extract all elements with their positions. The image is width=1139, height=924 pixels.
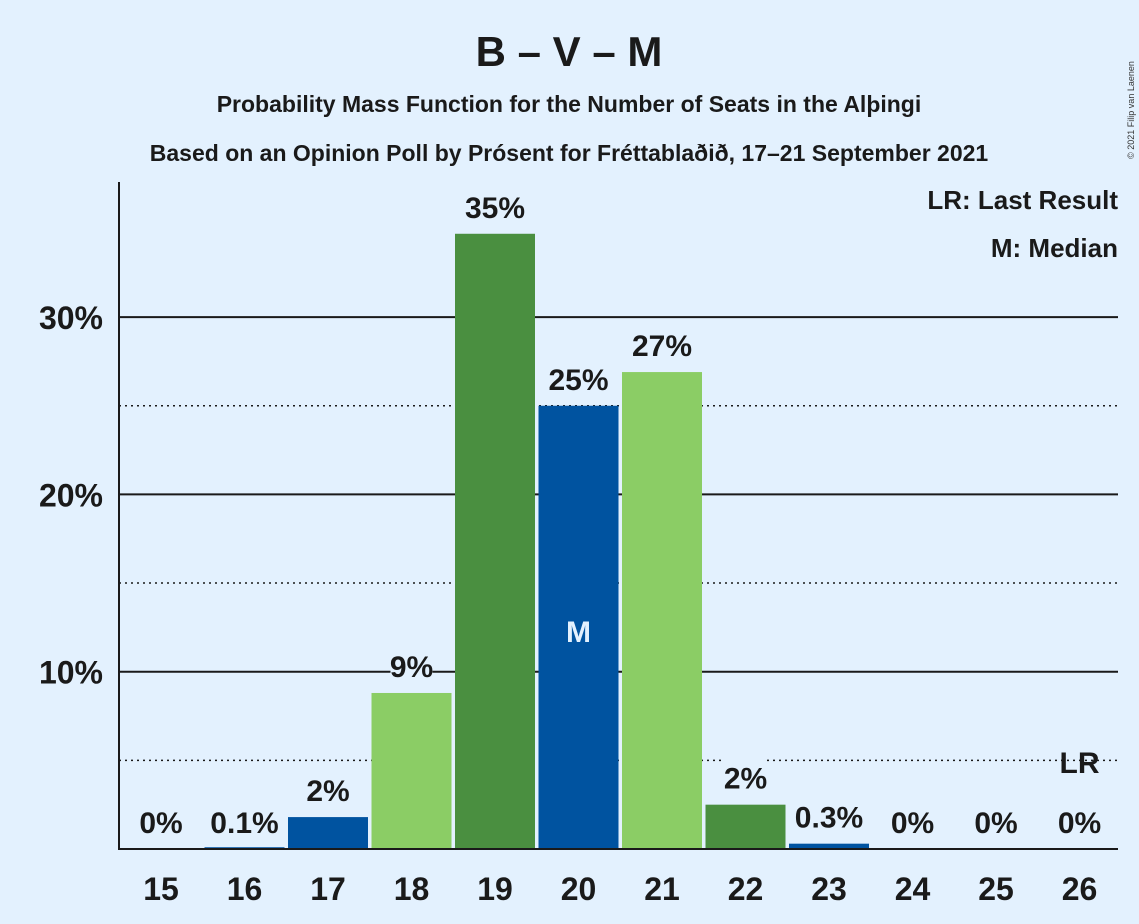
value-label-bg-26 xyxy=(1058,803,1101,841)
value-label-24: 0% xyxy=(891,807,934,840)
value-label-16: 0.1% xyxy=(210,807,278,840)
x-tick-label-25: 25 xyxy=(978,871,1014,907)
x-tick-label-20: 20 xyxy=(561,871,597,907)
x-tick-label-26: 26 xyxy=(1062,871,1098,907)
bar-23 xyxy=(789,843,869,849)
median-marker: M xyxy=(566,616,591,649)
last-result-marker: LR xyxy=(1060,747,1100,780)
bar-18 xyxy=(371,692,452,849)
value-label-15: 0% xyxy=(139,807,182,840)
x-tick-label-21: 21 xyxy=(644,871,680,907)
value-label-bg-24 xyxy=(891,803,934,841)
value-label-bg-17 xyxy=(307,771,349,810)
x-tick-label-22: 22 xyxy=(728,871,764,907)
x-tick-label-19: 19 xyxy=(477,871,513,907)
x-tick-label-23: 23 xyxy=(811,871,847,907)
value-label-21: 27% xyxy=(632,330,692,363)
x-tick-label-15: 15 xyxy=(143,871,179,907)
legend-last-result: LR: Last Result xyxy=(927,185,1118,215)
copyright-notice: © 2021 Filip van Laenen xyxy=(1126,61,1136,159)
legend-median: M: Median xyxy=(991,233,1118,263)
value-label-19: 35% xyxy=(465,192,525,225)
value-label-bg-20 xyxy=(549,359,608,398)
chart-title: B – V – M xyxy=(476,28,663,75)
value-label-18: 9% xyxy=(390,651,433,684)
bar-19 xyxy=(455,233,535,850)
value-label-bg-19 xyxy=(465,187,525,226)
y-axis-ticks: 10% 20% 30% xyxy=(39,300,103,691)
value-label-bg-23 xyxy=(791,797,867,836)
bar-17 xyxy=(288,817,368,849)
y-tick-label: 10% xyxy=(39,655,103,691)
value-label-bg-18 xyxy=(390,646,433,685)
y-tick-label: 20% xyxy=(39,477,103,513)
value-label-23: 0.3% xyxy=(795,802,863,835)
markers: M LR xyxy=(566,616,1100,780)
x-tick-label-18: 18 xyxy=(394,871,430,907)
x-axis-ticks: 15 16 17 18 19 20 21 22 23 24 25 26 xyxy=(143,871,1097,907)
value-label-bg-21 xyxy=(632,326,692,365)
x-tick-label-24: 24 xyxy=(895,871,931,907)
bar-20 xyxy=(538,405,619,849)
value-label-bg-22 xyxy=(724,758,767,797)
bar-21 xyxy=(622,372,702,849)
value-label-bg-25 xyxy=(975,803,1017,841)
value-label-bg-16 xyxy=(206,803,283,841)
bar-22 xyxy=(705,804,786,849)
bars xyxy=(204,233,869,850)
value-label-20: 25% xyxy=(548,364,608,397)
y-tick-label: 30% xyxy=(39,300,103,336)
value-labels: 0% 0.1% 2% 9% 35% 25% 27% 2% 0.3% 0% 0% 0% xyxy=(139,187,1101,841)
x-tick-label-16: 16 xyxy=(227,871,263,907)
value-label-25: 0% xyxy=(974,807,1017,840)
x-tick-label-17: 17 xyxy=(310,871,346,907)
chart-subtitle-2: Based on an Opinion Poll by Prósent for … xyxy=(150,140,989,166)
value-label-17: 2% xyxy=(306,775,349,808)
value-label-26: 0% xyxy=(1058,807,1101,840)
chart-subtitle-1: Probability Mass Function for the Number… xyxy=(217,91,922,117)
value-label-bg-15 xyxy=(140,803,182,841)
value-label-22: 2% xyxy=(724,763,767,796)
